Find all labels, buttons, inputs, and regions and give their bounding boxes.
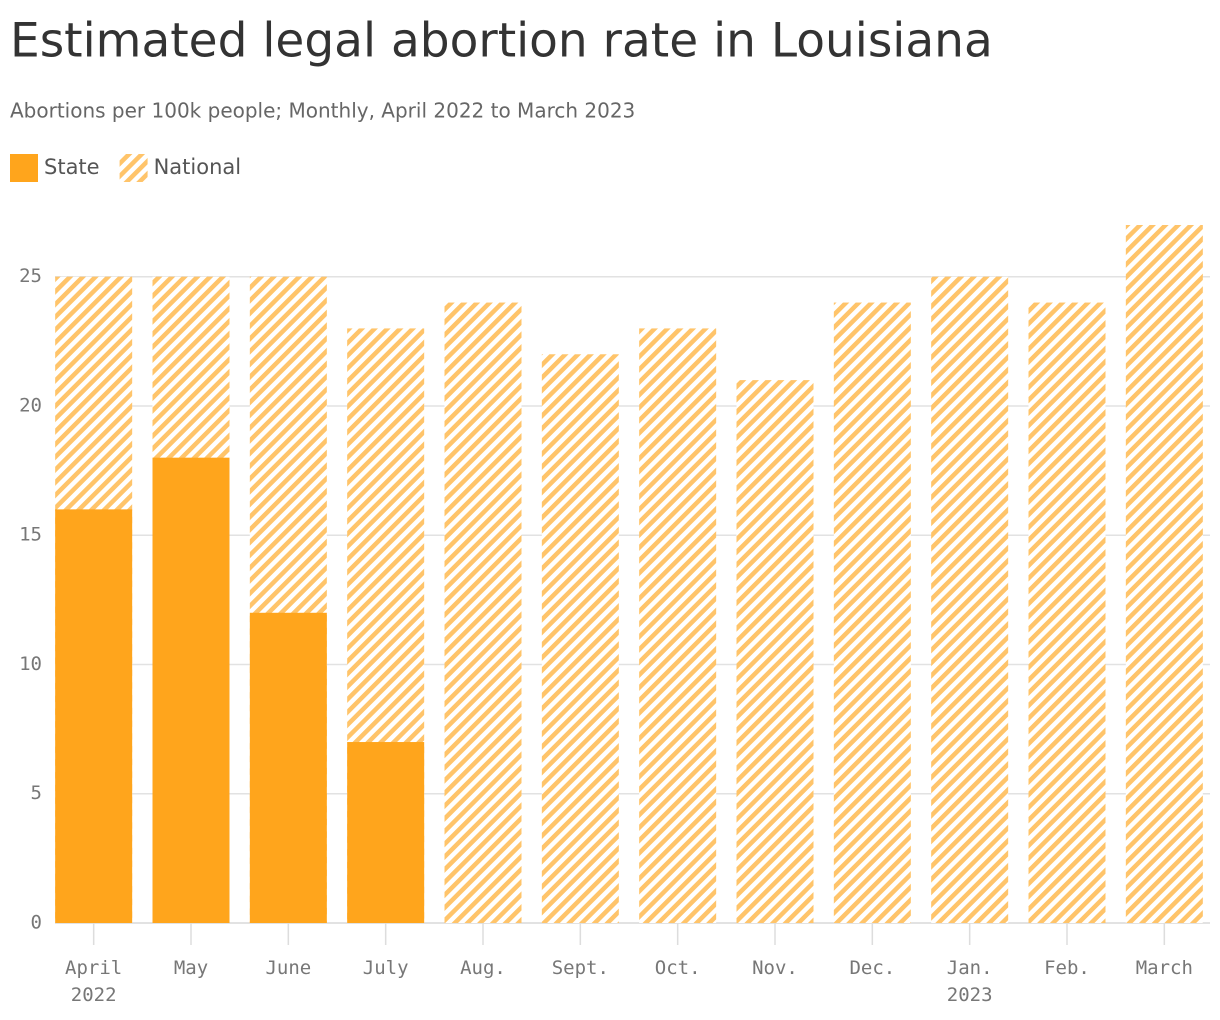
chart-title: Estimated legal abortion rate in Louisia… xyxy=(10,14,993,69)
legend-swatch xyxy=(119,154,148,182)
legend-label: State xyxy=(44,155,100,179)
x-tick-label: Jan. 2023 xyxy=(946,957,993,1006)
grid: 0 5 10 15 20 25 xyxy=(19,265,1210,945)
x-tick-label: Feb. xyxy=(1044,957,1090,979)
x-tick-label: May xyxy=(173,957,209,979)
bar xyxy=(347,742,425,923)
bars xyxy=(55,225,1203,924)
chart-subtitle: Abortions per 100k people; Monthly, Apri… xyxy=(10,99,635,123)
legend-label: National xyxy=(154,155,242,179)
legend: State National xyxy=(10,154,241,182)
x-tick-label: June xyxy=(265,957,312,979)
y-tick-label: 20 xyxy=(19,394,42,416)
x-tick-label: July xyxy=(362,957,409,979)
x-tick-label: Sept. xyxy=(551,957,609,979)
bar xyxy=(55,509,133,923)
y-tick-label: 15 xyxy=(19,524,42,546)
legend-swatch xyxy=(10,154,38,182)
y-tick-label: 10 xyxy=(19,653,42,675)
x-tick-label: Dec. xyxy=(849,957,896,979)
x-tick-label: April 2022 xyxy=(65,957,123,1006)
x-tick-label: Nov. xyxy=(752,957,798,979)
y-tick-label: 5 xyxy=(31,782,42,804)
bar xyxy=(1125,225,1203,923)
bar xyxy=(1028,302,1106,923)
y-tick-label: 25 xyxy=(19,265,42,287)
bar xyxy=(249,612,327,923)
x-tick-label: Oct. xyxy=(654,957,701,979)
bar xyxy=(736,380,814,924)
bar xyxy=(931,276,1009,923)
bar xyxy=(833,302,911,923)
y-tick-label: 0 xyxy=(31,912,42,934)
bar xyxy=(639,328,717,923)
x-tick-label: March xyxy=(1135,957,1193,979)
bar xyxy=(541,354,619,923)
bar xyxy=(152,457,230,923)
bar xyxy=(444,302,522,923)
x-tick-label: Aug. xyxy=(460,957,506,979)
